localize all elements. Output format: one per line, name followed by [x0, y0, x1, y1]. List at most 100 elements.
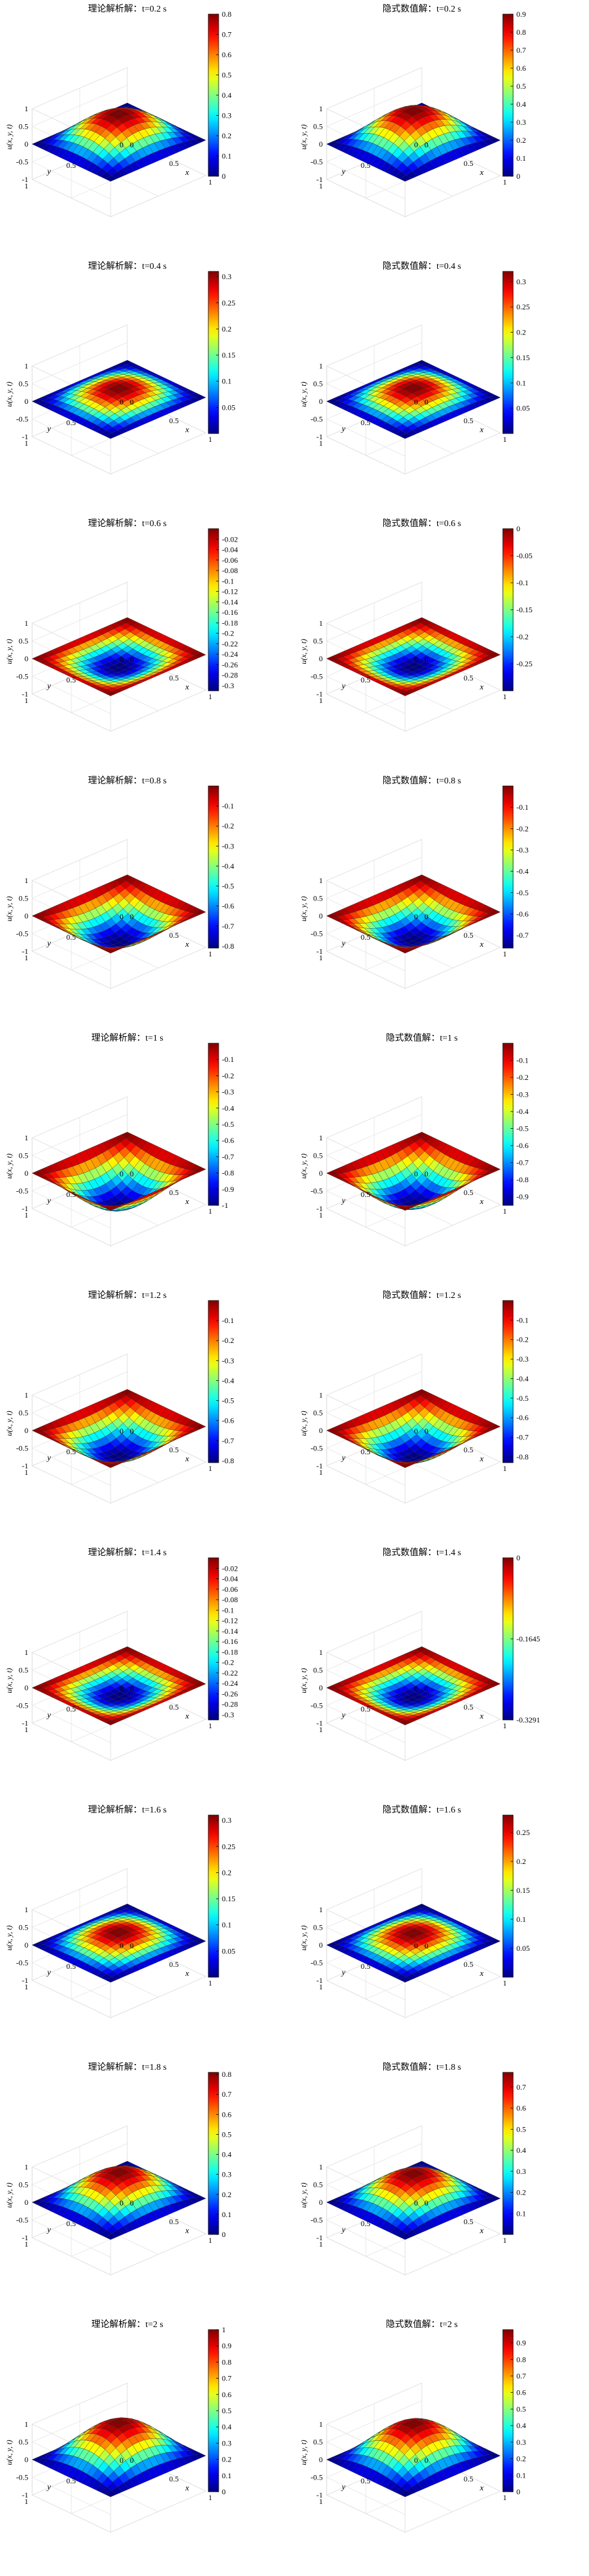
- colorbar-tick-label: 0.15: [222, 1894, 235, 1903]
- colorbar-tick-label: -0.5: [516, 888, 529, 897]
- colorbar-tick-label: -0.1: [516, 578, 529, 587]
- z-tick-label: 0: [319, 397, 323, 406]
- x-axis-label: x: [479, 939, 484, 949]
- x-tick-label: 0: [130, 912, 134, 921]
- colorbar: [503, 1043, 513, 1205]
- z-tick-label: -0.5: [16, 672, 28, 681]
- z-tick-label: 0: [319, 1169, 323, 1178]
- z-axis-label: u(x, y, t): [5, 639, 14, 664]
- colorbar-tick-label: 0.7: [222, 30, 231, 39]
- colorbar-tick-label: -0.06: [222, 556, 238, 565]
- y-axis-label: y: [46, 424, 51, 434]
- colorbar-tick-label: 0.15: [222, 351, 235, 360]
- z-tick-label: 0: [24, 2198, 28, 2207]
- y-axis-label: y: [46, 1710, 51, 1720]
- colorbar-tick-label: 0: [516, 1553, 520, 1562]
- colorbar-tick-label: 0.6: [516, 64, 526, 73]
- x-tick-label: 0.5: [169, 159, 179, 168]
- x-axis-label: x: [185, 1196, 189, 1206]
- colorbar-tick-label: 0.25: [222, 298, 235, 307]
- colorbar-tick-label: 0.1: [222, 377, 231, 386]
- surface-mesh: [32, 1132, 206, 1211]
- y-tick-label: 1: [24, 1210, 28, 1219]
- y-tick-label: 0: [120, 912, 123, 921]
- y-tick-label: 0.5: [361, 1704, 370, 1713]
- panel-11: 理论解析解：t=1.2 s10.50-0.5-1u(x, y, t)10.50y…: [5, 1290, 234, 1503]
- x-tick-label: 1: [503, 1978, 507, 1987]
- colorbar-tick-label: 0.1: [222, 1921, 231, 1930]
- panel-title: 理论解析解：t=1.8 s: [88, 2062, 167, 2072]
- colorbar-tick-label: -0.2: [222, 629, 234, 638]
- y-tick-label: 0: [414, 1427, 418, 1436]
- z-axis-label: u(x, y, t): [299, 896, 308, 921]
- colorbar: [503, 271, 513, 434]
- z-tick-label: 1: [24, 2162, 28, 2171]
- z-tick-label: 0.5: [313, 894, 323, 903]
- z-tick-label: 0.5: [19, 894, 28, 903]
- panel-7: 理论解析解：t=0.8 s10.50-0.5-1u(x, y, t)10.50y…: [5, 776, 234, 989]
- z-tick-label: 0: [319, 1683, 323, 1692]
- colorbar-tick-label: -0.6: [516, 909, 529, 918]
- y-tick-label: 0.5: [66, 933, 76, 942]
- colorbar-tick-label: -0.2: [222, 821, 234, 830]
- x-tick-label: 0: [424, 1684, 428, 1693]
- colorbar-tick-label: -0.18: [222, 1647, 238, 1656]
- colorbar-tick-label: -0.2: [222, 1336, 234, 1345]
- x-axis-label: x: [185, 682, 189, 691]
- colorbar-tick-label: 0.8: [222, 10, 231, 19]
- surface-mesh: [327, 875, 500, 953]
- x-tick-label: 1: [208, 692, 212, 701]
- colorbar-tick-label: 0.8: [222, 2070, 231, 2079]
- colorbar-tick-label: -0.5: [222, 1396, 234, 1405]
- colorbar-tick-label: 0.6: [222, 2110, 231, 2119]
- x-tick-label: 0: [424, 1169, 428, 1178]
- x-tick-label: 0.5: [464, 1188, 473, 1197]
- colorbar-tick-label: -0.22: [222, 639, 238, 648]
- colorbar-tick-label: -0.8: [222, 1169, 234, 1178]
- y-tick-label: 0.5: [361, 933, 370, 942]
- colorbar-tick-label: -0.12: [222, 1616, 238, 1625]
- panel-title: 理论解析解：t=1 s: [91, 1033, 163, 1043]
- x-tick-label: 0.5: [169, 1188, 179, 1197]
- z-tick-label: 0: [24, 397, 28, 406]
- x-tick-label: 0.5: [464, 1960, 473, 1969]
- colorbar-tick-label: -0.2: [222, 1071, 234, 1080]
- z-tick-label: 1: [319, 361, 323, 370]
- colorbar-tick-label: 0: [516, 172, 520, 181]
- colorbar-tick-label: -0.1: [222, 1605, 234, 1614]
- z-axis-label: u(x, y, t): [299, 1153, 308, 1178]
- z-tick-label: -0.5: [311, 1187, 323, 1196]
- panel-title: 隐式数值解：t=1 s: [386, 1033, 458, 1043]
- colorbar-tick-label: 0.2: [222, 2190, 231, 2199]
- colorbar-tick-label: 0.9: [516, 10, 526, 19]
- x-axis-label: x: [479, 167, 484, 177]
- y-tick-label: 0: [120, 655, 123, 664]
- colorbar-tick-label: -0.2: [516, 1073, 529, 1082]
- z-tick-label: 0: [24, 140, 28, 149]
- z-tick-label: 0.5: [313, 1923, 323, 1932]
- colorbar-tick-label: -0.24: [222, 650, 238, 659]
- colorbar-tick-label: -0.08: [222, 1595, 238, 1604]
- y-axis-label: y: [46, 938, 51, 948]
- panel-title: 隐式数值解：t=1.2 s: [383, 1290, 461, 1301]
- colorbar-tick-label: -0.02: [222, 534, 238, 544]
- colorbar-tick-label: -0.6: [222, 1136, 234, 1145]
- surface-mesh: [32, 617, 206, 696]
- y-tick-label: 0: [120, 1684, 123, 1693]
- z-tick-label: 0.5: [19, 1923, 28, 1932]
- colorbar-tick-label: -0.6: [222, 1416, 234, 1425]
- colorbar-tick-label: -0.7: [516, 1433, 529, 1442]
- z-tick-label: 1: [319, 1905, 323, 1914]
- y-tick-label: 0.5: [66, 161, 76, 170]
- z-tick-label: 1: [24, 361, 28, 370]
- x-axis-label: x: [185, 1711, 189, 1721]
- x-tick-label: 0: [424, 655, 428, 664]
- panel-title: 理论解析解：t=1.6 s: [88, 1805, 167, 1815]
- x-axis-label: x: [479, 1454, 484, 1463]
- colorbar-tick-label: 0.3: [222, 111, 231, 120]
- colorbar-tick-label: -0.8: [222, 1456, 234, 1465]
- surface-mesh: [327, 1389, 500, 1468]
- y-tick-label: 1: [24, 696, 28, 705]
- colorbar-tick-label: -0.3: [516, 845, 529, 854]
- colorbar-tick-label: 0.05: [222, 1946, 235, 1955]
